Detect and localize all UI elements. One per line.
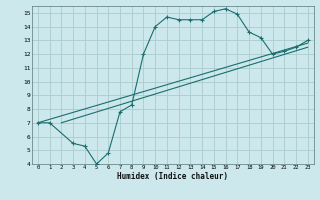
X-axis label: Humidex (Indice chaleur): Humidex (Indice chaleur) [117, 172, 228, 181]
